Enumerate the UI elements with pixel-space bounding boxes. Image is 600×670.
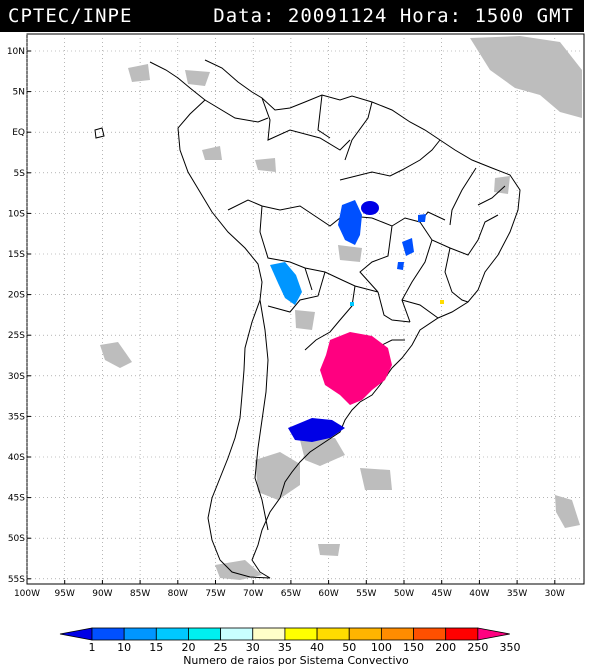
colorbar-level-label: 10	[117, 641, 131, 654]
lat-tick-label: 35S	[8, 412, 25, 422]
lon-tick-label: 35W	[507, 589, 527, 599]
colorbar-level-label: 200	[435, 641, 456, 654]
lon-tick-label: 65W	[281, 589, 301, 599]
lat-tick-label: 25S	[8, 331, 25, 341]
system-10-c	[418, 214, 426, 222]
colorbar-arrow-right	[477, 627, 510, 641]
title-bar: CPTEC/INPE Data: 20091124 Hora: 1500 GMT	[0, 0, 584, 32]
latitude-labels: 10N 5N EQ 5S 10S 15S 20S 25S 30S 35S 40S 45S 50S 55S	[7, 47, 31, 585]
colorbar-level-label: 20	[181, 641, 195, 654]
lon-tick-label: 30W	[545, 589, 565, 599]
cloud-cover	[100, 36, 582, 580]
lon-tick-label: 40W	[469, 589, 489, 599]
lat-tick-label: 20S	[8, 291, 25, 301]
lat-tick-label: 45S	[8, 494, 25, 504]
lon-tick-label: 70W	[243, 589, 263, 599]
colorbar-level-label: 1	[89, 641, 96, 654]
colorbar-segment	[123, 627, 157, 641]
date-time-label: Data: 20091124 Hora: 1500 GMT	[213, 5, 574, 27]
lon-tick-label: 60W	[318, 589, 338, 599]
colorbar-level-label: 30	[246, 641, 260, 654]
colorbar-level-label: 150	[403, 641, 424, 654]
source-label: CPTEC/INPE	[8, 5, 133, 27]
system-50	[440, 300, 444, 304]
lat-tick-label: 10N	[7, 47, 25, 57]
lat-tick-label: 30S	[8, 372, 25, 382]
coastline	[94, 59, 521, 579]
lat-tick-label: 5N	[13, 88, 25, 98]
colorbar-level-label: 35	[278, 641, 292, 654]
colorbar-segment	[188, 627, 222, 641]
colorbar-arrow-left	[59, 627, 93, 641]
colorbar-level-label: 25	[214, 641, 228, 654]
lat-tick-label: 10S	[8, 209, 25, 219]
lon-tick-label: 85W	[130, 589, 150, 599]
system-1-north	[361, 201, 379, 215]
system-10-b	[402, 238, 414, 256]
system-10-a	[338, 200, 362, 245]
map-frame	[26, 33, 585, 585]
colorbar-segment	[445, 627, 479, 641]
lon-tick-label: 55W	[356, 589, 376, 599]
colorbar-segment	[348, 627, 382, 641]
colorbar-segment	[316, 627, 350, 641]
system-350	[320, 332, 392, 405]
colorbar: 1 10 15 20 25 30 35 40 50 100 150 200 250 350	[59, 627, 521, 654]
colorbar-caption: Numero de raios por Sistema Convectivo	[183, 654, 409, 667]
colorbar-level-label: 250	[467, 641, 488, 654]
convective-systems	[270, 200, 444, 442]
longitude-labels: 100W 95W 90W 85W 80W 75W 70W 65W 60W 55W 50W 45W 40W…	[14, 580, 565, 599]
colorbar-level-label: 50	[342, 641, 356, 654]
lat-tick-label: 15S	[8, 250, 25, 260]
grid-lines	[26, 34, 584, 584]
lon-tick-label: 75W	[205, 589, 225, 599]
system-10-d	[397, 262, 404, 270]
lat-tick-label: EQ	[12, 128, 25, 138]
colorbar-level-label: 100	[371, 641, 392, 654]
system-20	[350, 302, 354, 306]
lon-tick-label: 100W	[14, 589, 40, 599]
system-1-south	[288, 418, 345, 442]
lat-tick-label: 5S	[14, 169, 26, 179]
colorbar-segment	[380, 627, 414, 641]
colorbar-segment	[155, 627, 189, 641]
lon-tick-label: 45W	[432, 589, 452, 599]
system-15	[270, 262, 302, 305]
colorbar-segment	[284, 627, 318, 641]
lon-tick-label: 95W	[55, 589, 75, 599]
lat-tick-label: 50S	[8, 534, 25, 544]
colorbar-segment	[413, 627, 447, 641]
colorbar-level-label: 350	[500, 641, 521, 654]
lon-tick-label: 50W	[394, 589, 414, 599]
colorbar-segment	[91, 627, 125, 641]
lat-tick-label: 40S	[8, 453, 25, 463]
colorbar-segment	[220, 627, 254, 641]
lon-tick-label: 90W	[92, 589, 112, 599]
colorbar-level-label: 40	[310, 641, 324, 654]
colorbar-segment	[252, 627, 286, 641]
lat-tick-label: 55S	[8, 575, 25, 585]
colorbar-level-label: 15	[149, 641, 163, 654]
lon-tick-label: 80W	[168, 589, 188, 599]
